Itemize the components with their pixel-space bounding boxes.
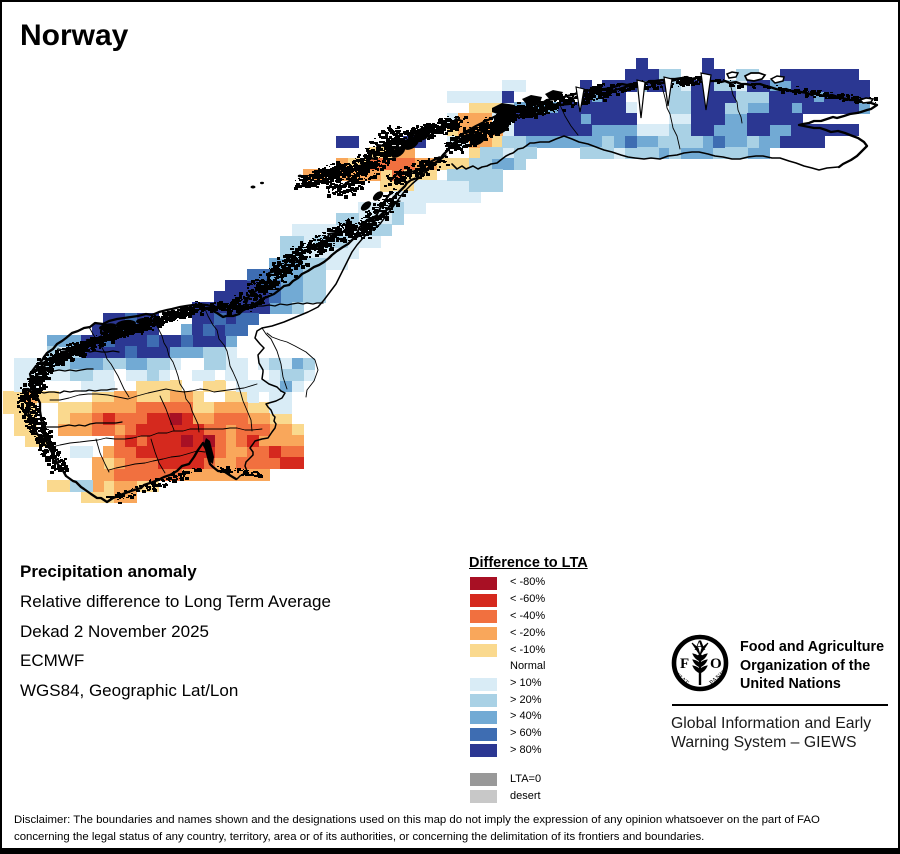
svg-text:O: O [710, 656, 722, 672]
svg-text:F: F [680, 656, 689, 672]
svg-text:A: A [695, 638, 706, 654]
